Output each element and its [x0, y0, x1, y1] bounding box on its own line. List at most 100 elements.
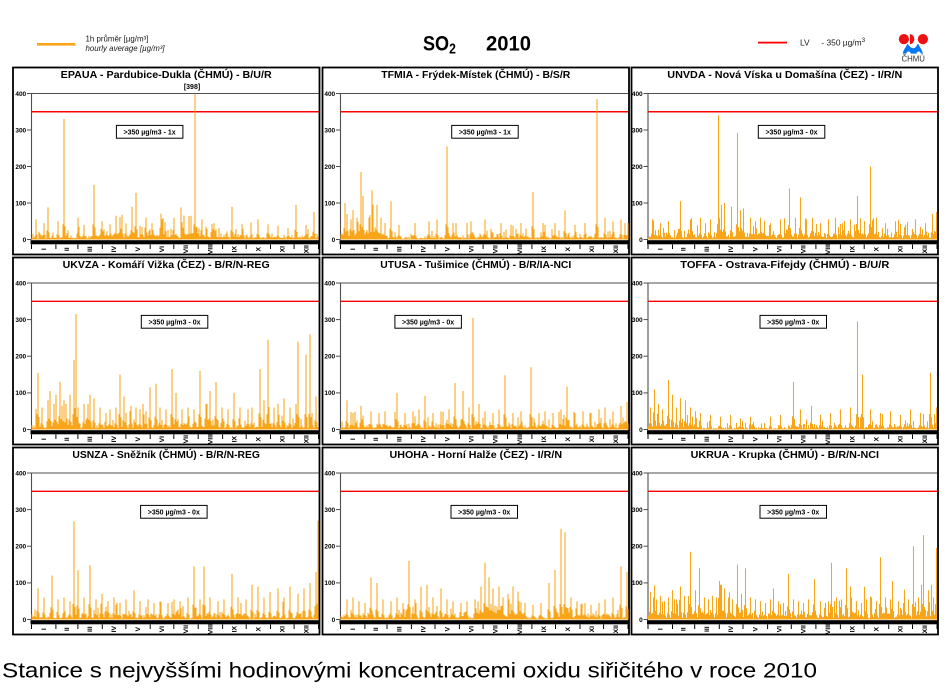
svg-text:>350 µg/m3 - 0x: >350 µg/m3 - 0x — [767, 509, 819, 516]
svg-text:V: V — [444, 246, 451, 251]
svg-text:100: 100 — [15, 390, 26, 397]
svg-text:300: 300 — [324, 317, 335, 324]
svg-text:XII: XII — [613, 625, 620, 633]
svg-text:X: X — [874, 246, 881, 251]
svg-text:X: X — [565, 436, 572, 441]
svg-text:300: 300 — [632, 507, 643, 514]
svg-text:IX: IX — [232, 246, 239, 253]
svg-text:100: 100 — [324, 200, 335, 207]
svg-text:2010: 2010 — [486, 32, 531, 56]
svg-text:III: III — [87, 246, 94, 252]
svg-text:200: 200 — [632, 354, 643, 361]
svg-text:VII: VII — [492, 625, 499, 633]
svg-text:300: 300 — [15, 317, 26, 324]
svg-text:I: I — [657, 248, 664, 250]
svg-text:0: 0 — [332, 237, 336, 244]
svg-text:>350 µg/m3 - 1x: >350 µg/m3 - 1x — [459, 129, 511, 136]
svg-text:>350 µg/m3 - 0x: >350 µg/m3 - 0x — [458, 509, 510, 516]
svg-text:400: 400 — [324, 280, 335, 287]
svg-text:I: I — [41, 438, 48, 440]
svg-text:VIII: VIII — [207, 624, 214, 634]
svg-text:X: X — [565, 626, 572, 631]
svg-text:100: 100 — [324, 390, 335, 397]
svg-text:XI: XI — [898, 626, 905, 633]
svg-text:400: 400 — [324, 91, 335, 98]
svg-text:X: X — [255, 436, 262, 441]
svg-text:>350 µg/m3 - 0x: >350 µg/m3 - 0x — [148, 509, 200, 516]
svg-text:100: 100 — [15, 200, 26, 207]
svg-text:200: 200 — [632, 164, 643, 171]
svg-text:X: X — [255, 246, 262, 251]
svg-text:0: 0 — [23, 237, 27, 244]
svg-text:400: 400 — [324, 470, 335, 477]
svg-text:400: 400 — [15, 280, 26, 287]
svg-text:I: I — [41, 628, 48, 630]
svg-text:III: III — [396, 626, 403, 632]
svg-text:V: V — [135, 436, 142, 441]
svg-text:V: V — [444, 436, 451, 441]
svg-text:EPAUA - Pardubice-Dukla (ČHMÚ): EPAUA - Pardubice-Dukla (ČHMÚ) - B/U/R — [61, 68, 273, 81]
svg-text:[398]: [398] — [184, 84, 200, 91]
svg-text:100: 100 — [632, 390, 643, 397]
svg-text:III: III — [87, 626, 94, 632]
svg-text:X: X — [874, 436, 881, 441]
svg-text:200: 200 — [632, 544, 643, 551]
svg-text:V: V — [752, 626, 759, 631]
svg-text:VI: VI — [159, 246, 166, 253]
svg-text:VI: VI — [777, 626, 784, 633]
svg-text:XI: XI — [279, 246, 286, 253]
svg-text:IV: IV — [420, 246, 427, 253]
svg-text:I: I — [350, 438, 357, 440]
svg-text:XI: XI — [898, 246, 905, 253]
svg-text:300: 300 — [632, 127, 643, 134]
svg-text:III: III — [87, 436, 94, 442]
svg-text:VII: VII — [183, 435, 190, 443]
svg-text:I: I — [657, 438, 664, 440]
svg-text:IV: IV — [420, 626, 427, 633]
svg-text:200: 200 — [324, 544, 335, 551]
svg-text:XII: XII — [613, 435, 620, 443]
svg-text:V: V — [444, 626, 451, 631]
svg-text:II: II — [681, 437, 688, 441]
svg-text:400: 400 — [632, 91, 643, 98]
svg-text:V: V — [135, 626, 142, 631]
svg-text:IX: IX — [541, 436, 548, 443]
svg-text:X: X — [255, 626, 262, 631]
svg-text:0: 0 — [23, 427, 27, 434]
svg-text:VII: VII — [492, 435, 499, 443]
svg-text:VI: VI — [468, 626, 475, 633]
svg-text:VIII: VIII — [825, 244, 832, 254]
svg-text:>350 µg/m3 - 0x: >350 µg/m3 - 0x — [767, 319, 819, 326]
svg-text:VI: VI — [777, 436, 784, 443]
svg-text:I: I — [41, 248, 48, 250]
svg-text:1h průměr [µg/m³]: 1h průměr [µg/m³] — [86, 35, 149, 44]
svg-text:XII: XII — [922, 245, 929, 253]
svg-text:X: X — [874, 626, 881, 631]
svg-text:200: 200 — [15, 354, 26, 361]
svg-text:II: II — [64, 437, 71, 441]
svg-text:300: 300 — [324, 507, 335, 514]
svg-text:IX: IX — [541, 626, 548, 633]
svg-text:III: III — [704, 626, 711, 632]
svg-text:200: 200 — [324, 164, 335, 171]
svg-text:VII: VII — [801, 245, 808, 253]
svg-text:0: 0 — [639, 617, 643, 624]
svg-text:0: 0 — [332, 427, 336, 434]
svg-text:VII: VII — [183, 625, 190, 633]
svg-text:400: 400 — [15, 91, 26, 98]
svg-text:0: 0 — [639, 427, 643, 434]
svg-text:hourly average [µg/m³]: hourly average [µg/m³] — [86, 44, 166, 53]
svg-text:II: II — [681, 627, 688, 631]
svg-text:II: II — [64, 247, 71, 251]
svg-text:0: 0 — [639, 237, 643, 244]
svg-text:I: I — [350, 248, 357, 250]
svg-text:>350 µg/m3 - 0x: >350 µg/m3 - 0x — [148, 319, 200, 326]
svg-text:XI: XI — [589, 246, 596, 253]
svg-text:I: I — [350, 628, 357, 630]
svg-text:VII: VII — [801, 435, 808, 443]
svg-text:II: II — [681, 247, 688, 251]
svg-text:IX: IX — [541, 246, 548, 253]
svg-text:Stanice s nejvyššími hodinovým: Stanice s nejvyššími hodinovými koncentr… — [2, 660, 817, 683]
svg-text:II: II — [373, 437, 380, 441]
svg-text:XI: XI — [279, 436, 286, 443]
